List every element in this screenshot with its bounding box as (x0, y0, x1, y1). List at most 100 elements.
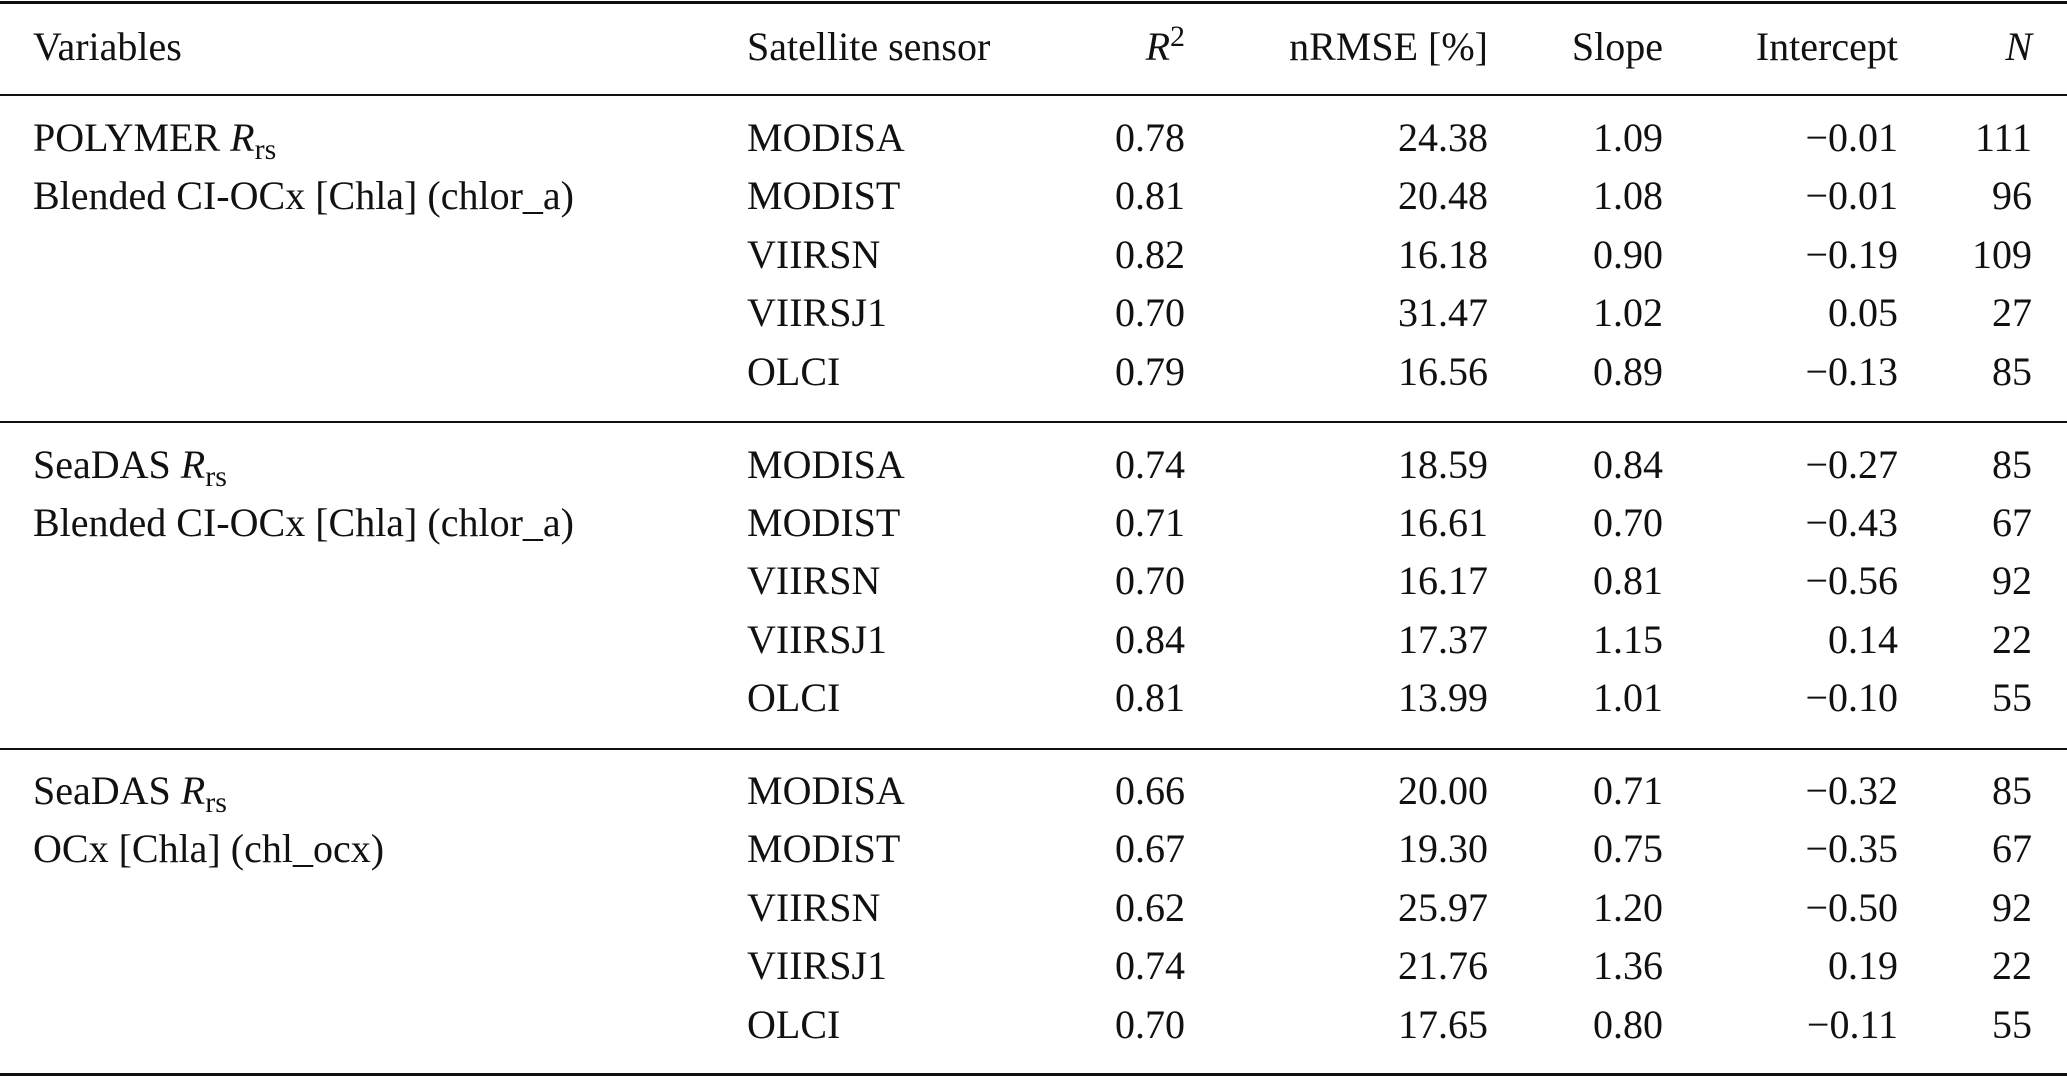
value-cell: 0.70 (1593, 499, 1663, 545)
symbol: R (180, 441, 206, 487)
value-cell: 1.08 (1593, 173, 1663, 219)
variable: SeaDAS Rrs (33, 767, 227, 818)
value-cell: 1.09 (1593, 115, 1663, 160)
value-cell: 0.70 (1115, 558, 1185, 604)
value-cell: 16.17 (1398, 558, 1488, 604)
sensor: MODIST (747, 499, 901, 545)
value-cell: 17.65 (1398, 1001, 1488, 1047)
value-cell: 20.48 (1398, 173, 1488, 219)
sensor: MODISA (747, 441, 905, 487)
value-cell: 16.18 (1398, 231, 1488, 277)
value-cell: 21.76 (1398, 943, 1488, 989)
header-cell: Variables (33, 24, 182, 69)
value-cell: 1.02 (1593, 290, 1663, 336)
sensor: VIIRSN (747, 231, 881, 277)
value-cell: 16.61 (1398, 499, 1488, 545)
value-cell: 0.90 (1593, 231, 1663, 277)
value-cell: 31.47 (1398, 290, 1488, 336)
value-cell: 85 (1992, 348, 2032, 394)
sensor: MODISA (747, 115, 905, 160)
value-cell: 1.01 (1593, 675, 1663, 721)
value-cell: 0.84 (1115, 616, 1185, 662)
value-cell: 0.14 (1828, 616, 1898, 662)
sensor: MODISA (747, 768, 905, 813)
value-cell: −0.10 (1805, 675, 1898, 721)
value-cell: 0.80 (1593, 1001, 1663, 1047)
value-cell: 25.97 (1398, 884, 1488, 930)
header-cell: Slope (1571, 24, 1663, 69)
value-cell: 0.62 (1115, 884, 1185, 930)
value-cell: −0.01 (1805, 115, 1898, 160)
header-cell: Intercept (1755, 24, 1898, 69)
value-cell: 0.71 (1593, 768, 1663, 813)
value-cell: 0.82 (1115, 231, 1185, 277)
symbol: R (1145, 24, 1170, 69)
sensor: MODIST (747, 826, 901, 872)
value-cell: 55 (1992, 1001, 2032, 1047)
variable-prefix: SeaDAS (33, 441, 171, 487)
value-cell: 0.75 (1593, 826, 1663, 872)
value-cell: 1.36 (1593, 943, 1663, 989)
sensor: VIIRSN (747, 558, 881, 604)
value-cell: 19.30 (1398, 826, 1488, 872)
value-cell: −0.43 (1805, 499, 1898, 545)
value-cell: 0.78 (1115, 115, 1185, 160)
value-cell: −0.19 (1805, 231, 1898, 277)
value-cell: 1.15 (1593, 616, 1663, 662)
value-cell: 16.56 (1398, 348, 1488, 394)
value-cell: 96 (1992, 173, 2032, 219)
variable-description: OCx [Chla] (chl_ocx) (33, 826, 385, 872)
value-cell: 1.20 (1593, 884, 1663, 930)
value-cell: 92 (1992, 558, 2032, 604)
variable: SeaDAS Rrs (33, 441, 227, 492)
value-cell: −0.13 (1805, 348, 1898, 394)
variable-description: Blended CI-OCx [Chla] (chlor_a) (33, 499, 574, 545)
symbol: R (230, 115, 255, 160)
subscript: rs (254, 133, 277, 166)
value-cell: 20.00 (1398, 768, 1488, 813)
value-cell: −0.35 (1805, 826, 1898, 872)
value-cell: 17.37 (1398, 616, 1488, 662)
sensor: OLCI (747, 348, 841, 394)
value-cell: 111 (1974, 115, 2032, 160)
value-cell: −0.11 (1806, 1001, 1898, 1047)
value-cell: 0.81 (1593, 558, 1663, 604)
sensor: OLCI (747, 675, 841, 721)
value-cell: −0.27 (1805, 441, 1898, 487)
value-cell: 22 (1992, 943, 2032, 989)
value-cell: 18.59 (1398, 441, 1488, 487)
value-cell: 67 (1992, 826, 2032, 872)
subscript: rs (205, 786, 227, 819)
header-cell: R2 (1145, 20, 1185, 71)
value-cell: −0.01 (1805, 173, 1898, 219)
value-cell: 0.84 (1593, 441, 1663, 487)
value-cell: 22 (1992, 616, 2032, 662)
value-cell: 24.38 (1398, 115, 1488, 160)
sensor: OLCI (747, 1001, 841, 1047)
superscript: 2 (1170, 20, 1185, 53)
value-cell: 0.79 (1115, 348, 1185, 394)
header-rule (0, 94, 2067, 96)
value-cell: 0.67 (1115, 826, 1185, 872)
value-cell: 0.70 (1115, 290, 1185, 336)
value-cell: 92 (1992, 884, 2032, 930)
sensor: VIIRSJ1 (747, 943, 888, 989)
sensor: VIIRSN (747, 884, 881, 930)
value-cell: 0.05 (1828, 290, 1898, 336)
symbol: R (180, 768, 206, 813)
variable-prefix: POLYMER (33, 115, 221, 160)
subscript: rs (205, 459, 227, 493)
variable-prefix: SeaDAS (33, 768, 171, 813)
value-cell: 0.81 (1115, 173, 1185, 219)
value-cell: −0.56 (1805, 558, 1898, 604)
variable-description: Blended CI-OCx [Chla] (chlor_a) (33, 173, 574, 219)
sensor: VIIRSJ1 (747, 616, 888, 662)
bottom-rule (0, 1073, 2067, 1076)
variable: POLYMER Rrs (33, 114, 276, 165)
value-cell: 0.74 (1115, 441, 1185, 487)
value-cell: 13.99 (1398, 675, 1488, 721)
value-cell: −0.50 (1805, 884, 1898, 930)
value-cell: 85 (1992, 441, 2032, 487)
value-cell: 85 (1992, 768, 2032, 813)
